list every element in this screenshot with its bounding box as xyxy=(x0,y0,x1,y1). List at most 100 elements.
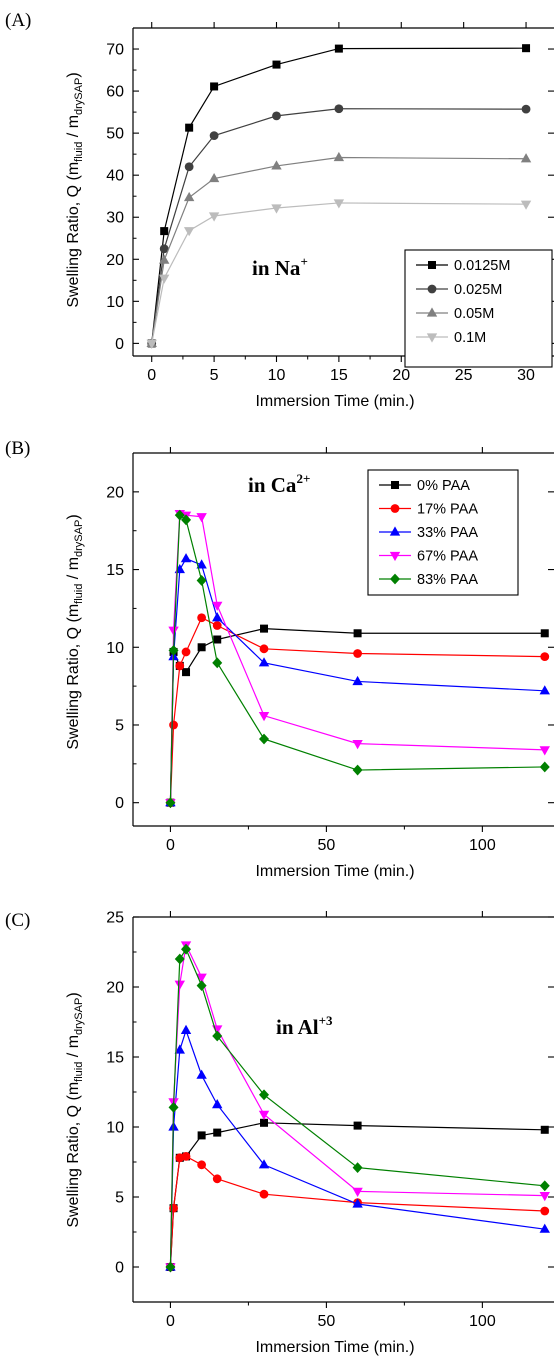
x-tick-label: 0 xyxy=(166,837,175,854)
data-point xyxy=(212,1030,223,1042)
data-point xyxy=(181,943,192,955)
chart-panel: (C) 0 5 10 15 20 25 0 50 100 Immersion Time (min.)… xyxy=(5,910,554,1356)
data-point xyxy=(353,649,362,658)
data-point xyxy=(539,761,550,773)
data-point xyxy=(168,626,179,636)
y-tick-label: 20 xyxy=(106,980,124,997)
x-tick-label: 5 xyxy=(210,367,219,384)
data-point xyxy=(353,629,362,638)
series-line xyxy=(169,947,545,1268)
legend-marker xyxy=(389,551,401,562)
data-point xyxy=(260,1118,269,1127)
data-point xyxy=(540,1125,549,1134)
data-point xyxy=(197,643,206,652)
y-tick-label: 0 xyxy=(115,1260,124,1277)
y-tick-label: 10 xyxy=(106,640,124,657)
y-tick-label: 50 xyxy=(106,126,124,143)
data-point xyxy=(180,553,192,563)
legend-label: 17% PAA xyxy=(417,502,478,518)
data-point xyxy=(165,797,176,809)
data-point xyxy=(209,131,219,141)
data-point xyxy=(353,1121,362,1130)
data-point xyxy=(208,212,220,222)
x-tick-label: 50 xyxy=(318,837,336,854)
data-point xyxy=(197,1131,206,1140)
data-point xyxy=(521,104,531,114)
data-point xyxy=(196,513,207,523)
data-point xyxy=(174,509,185,521)
data-point xyxy=(260,624,269,633)
legend-marker xyxy=(390,573,400,585)
data-point xyxy=(169,1203,178,1213)
data-point xyxy=(258,1159,270,1169)
data-point xyxy=(174,1044,185,1054)
legend-marker xyxy=(426,333,438,343)
y-tick-label: 5 xyxy=(115,1190,124,1207)
legend-marker xyxy=(390,504,400,513)
x-tick-label: 100 xyxy=(469,837,496,854)
series-line xyxy=(169,943,545,1268)
panel-letter: (C) xyxy=(5,910,30,931)
legend-label: 0.05M xyxy=(454,306,494,322)
x-tick-label: 10 xyxy=(268,367,286,384)
legend-label: 83% PAA xyxy=(417,572,478,588)
y-tick-label: 0 xyxy=(115,336,124,353)
data-point xyxy=(352,764,363,776)
data-point xyxy=(539,685,550,695)
annotation-label: in Ca2+ xyxy=(248,471,310,497)
data-point xyxy=(271,204,282,214)
series xyxy=(166,613,550,808)
y-tick-label: 40 xyxy=(106,168,124,185)
y-tick-label: 25 xyxy=(106,910,124,927)
data-point xyxy=(197,1160,207,1170)
data-point xyxy=(539,1192,550,1202)
y-tick-label: 70 xyxy=(106,42,124,59)
legend-marker xyxy=(427,284,437,294)
x-tick-label: 0 xyxy=(147,367,156,384)
data-point xyxy=(352,1162,363,1173)
data-point xyxy=(184,162,194,172)
data-point xyxy=(522,44,531,53)
y-tick-label: 20 xyxy=(106,484,124,501)
legend-box xyxy=(404,249,553,368)
chart-panel: (A) 0 10 20 30 40 50 60 70 0 5 10 15 20 25 30 Immersion … xyxy=(5,10,554,410)
data-point xyxy=(520,200,532,210)
data-point xyxy=(183,191,195,202)
y-axis-title: Swelling Ratio, Q (mfluid / mdrySAP) xyxy=(65,992,85,1227)
y-axis-title: Swelling Ratio, Q (mfluid / mdrySAP) xyxy=(65,72,85,307)
data-point xyxy=(334,44,343,53)
data-point xyxy=(520,153,532,163)
x-tick-label: 20 xyxy=(392,367,410,384)
data-point xyxy=(259,644,269,654)
data-point xyxy=(212,601,223,611)
data-point xyxy=(196,1069,207,1079)
series xyxy=(165,509,550,809)
x-tick-label: 0 xyxy=(166,1313,175,1330)
data-point xyxy=(333,199,345,209)
y-tick-label: 15 xyxy=(106,562,124,579)
data-point xyxy=(146,339,157,349)
panel-letter: (B) xyxy=(5,438,30,459)
data-point xyxy=(212,621,222,630)
x-tick-label: 25 xyxy=(455,367,473,384)
data-point xyxy=(197,613,207,623)
data-point xyxy=(258,657,270,667)
y-tick-label: 30 xyxy=(106,210,124,227)
data-point xyxy=(334,104,344,114)
y-tick-label: 15 xyxy=(106,1050,124,1067)
data-point xyxy=(168,644,179,656)
data-point xyxy=(539,1223,550,1233)
data-point xyxy=(272,111,281,121)
data-point xyxy=(158,274,170,284)
data-point xyxy=(352,1198,363,1208)
data-point xyxy=(212,1099,223,1109)
data-point xyxy=(158,254,170,264)
data-point xyxy=(539,746,550,756)
data-point xyxy=(212,1174,222,1184)
legend-label: 67% PAA xyxy=(417,549,478,565)
data-point xyxy=(540,629,549,638)
x-axis-title: Immersion Time (min.) xyxy=(255,1339,414,1356)
annotation-label: in Na+ xyxy=(252,254,308,280)
